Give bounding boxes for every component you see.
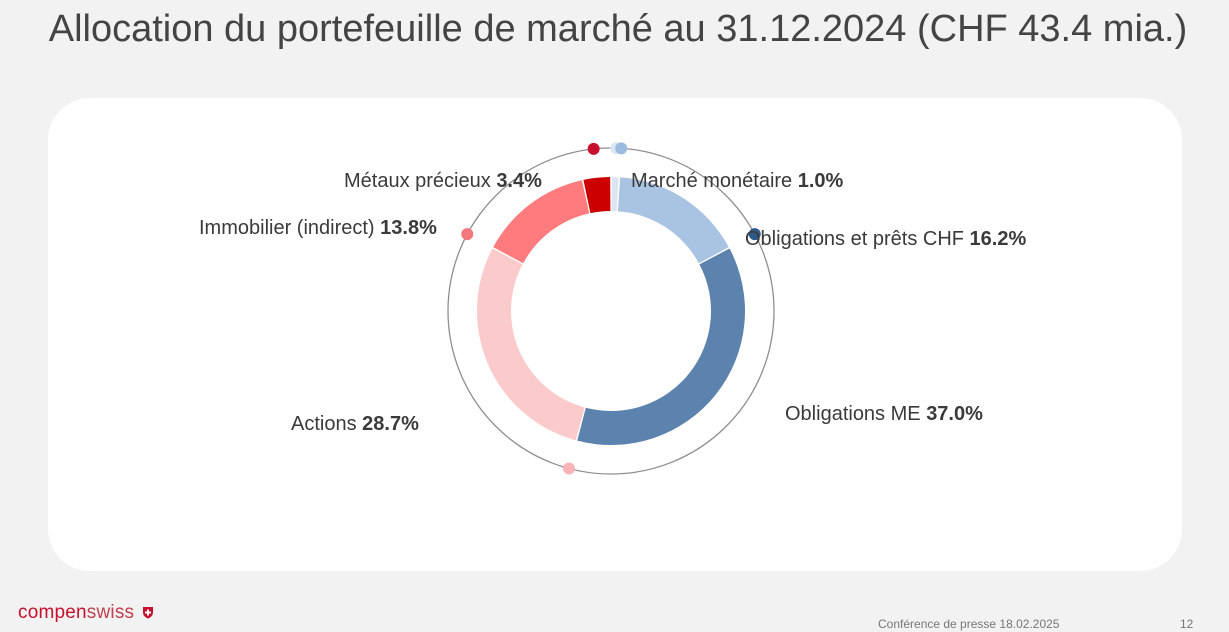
logo-text-bold: compen	[18, 602, 87, 623]
marker-actions	[563, 462, 576, 475]
label-immobilier: Immobilier (indirect) 13.8%	[199, 217, 437, 239]
marker-immobilier-indirect	[461, 228, 474, 241]
compenswiss-logo: compenswiss	[18, 602, 154, 624]
slice-obligations-me	[577, 248, 745, 446]
chart-card: Métaux précieux 3.4% Marché monétaire 1.…	[48, 98, 1182, 571]
marker-obligations-et-prets-chf	[615, 142, 628, 155]
logo-text-light: swiss	[86, 602, 135, 623]
swiss-shield-icon	[142, 607, 153, 619]
label-obligations-me: Obligations ME 37.0%	[785, 403, 983, 425]
slice-obligations-et-prets-chf	[617, 177, 729, 264]
marker-obligations-me	[748, 228, 761, 241]
marker-metaux-precieux	[587, 142, 600, 155]
slice-immobilier-indirect	[493, 180, 590, 264]
page-title: Allocation du portefeuille de marché au …	[48, 8, 1188, 50]
page-number: 12	[1180, 617, 1194, 631]
label-actions: Actions 28.7%	[291, 413, 419, 435]
label-metaux-precieux: Métaux précieux 3.4%	[344, 170, 542, 192]
label-obligations-chf: Obligations et prêts CHF 16.2%	[745, 228, 1027, 250]
slice-marche-monetaire	[611, 177, 619, 212]
label-marche-monetaire: Marché monétaire 1.0%	[631, 170, 844, 192]
slice-actions	[476, 248, 585, 441]
footer-event: Conférence de presse 18.02.2025	[878, 617, 1060, 631]
slice-metaux-precieux	[583, 177, 611, 214]
donut-chart	[447, 142, 775, 475]
